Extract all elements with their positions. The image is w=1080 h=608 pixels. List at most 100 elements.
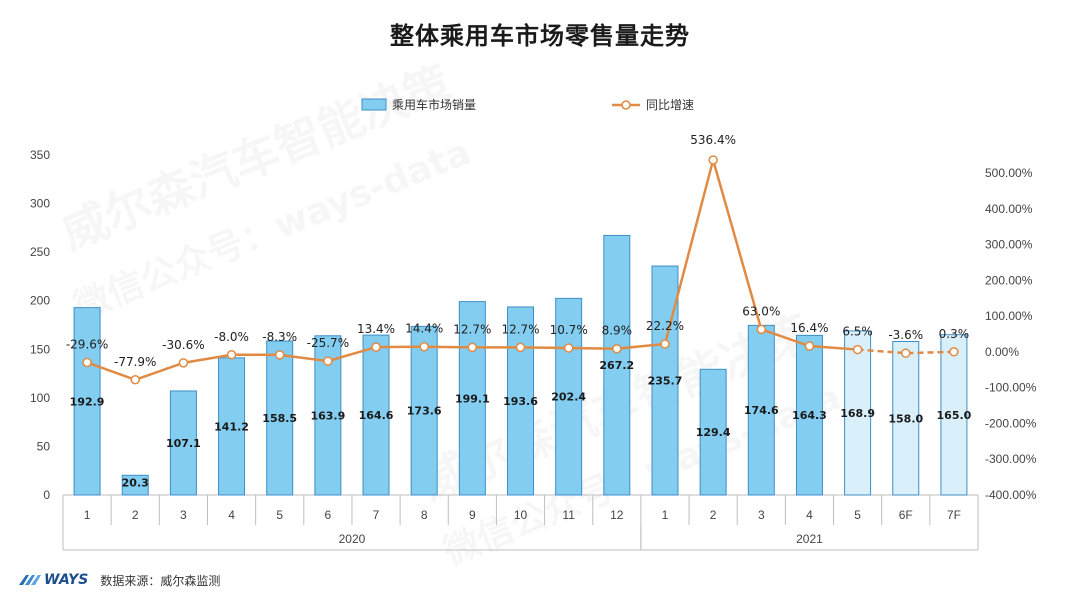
growth-value-label: 13.4% — [357, 322, 395, 336]
bar-value-label: 158.0 — [888, 412, 923, 425]
ways-logo-icon — [19, 575, 41, 585]
bar-value-label: 165.0 — [937, 409, 972, 422]
y-right-tick-label: -300.00% — [985, 452, 1037, 466]
bar — [362, 334, 390, 496]
bar — [844, 330, 872, 496]
bar-value-label: 267.2 — [599, 359, 634, 372]
growth-point — [901, 348, 911, 358]
bar — [603, 234, 631, 496]
bar — [458, 301, 486, 496]
growth-point — [612, 343, 622, 354]
bar — [266, 340, 294, 496]
growth-point — [323, 356, 333, 366]
footer: WAYS 数据来源：威尔森监测 — [18, 570, 220, 590]
growth-value-label: 63.0% — [742, 304, 780, 318]
axes: 0 50 100 150 200 250 300 350 -400.00% -300.00% -20… — [30, 148, 1037, 551]
bar-value-label: 193.6 — [503, 395, 538, 408]
x-tick-label: 11 — [562, 508, 575, 522]
growth-point — [515, 342, 526, 353]
bar-value-label: 192.9 — [70, 395, 105, 408]
growth-value-label: 0.3% — [939, 327, 970, 341]
legend: 乘用车市场销量 同比增速 — [361, 97, 694, 112]
x-tick-label: 1 — [84, 508, 91, 522]
y-right-tick-label: -400.00% — [985, 488, 1037, 502]
x-tick-label: 5 — [276, 508, 283, 522]
bar — [795, 334, 823, 496]
bar-value-label: 20.3 — [122, 476, 149, 489]
growth-value-label: 12.7% — [501, 322, 539, 336]
bar-value-label: 164.6 — [359, 409, 394, 422]
y-right-tick-label: 200.00% — [985, 273, 1033, 287]
x-tick-label: 8 — [421, 508, 428, 522]
y-left-tick-label: 300 — [30, 197, 50, 211]
x-tick-label: 3 — [758, 508, 765, 522]
growth-value-label: 536.4% — [690, 133, 736, 147]
x-tick-label: 7F — [947, 508, 961, 522]
y-left-tick-label: 150 — [30, 342, 50, 356]
y-left-tick-label: 250 — [30, 245, 50, 259]
growth-value-label: -29.6% — [66, 337, 108, 351]
bar — [892, 341, 920, 496]
growth-point — [852, 344, 863, 355]
chart-title: 整体乘用车市场零售量走势 — [390, 22, 690, 50]
growth-point — [804, 341, 815, 351]
x-group-label: 2020 — [339, 532, 366, 546]
bar — [121, 474, 149, 496]
y-left-tick-label: 50 — [37, 439, 51, 453]
x-tick-label: 12 — [610, 508, 624, 522]
x-tick-label: 3 — [180, 508, 187, 522]
growth-line-forecast — [857, 348, 954, 355]
y-left-tick-label: 100 — [30, 391, 50, 405]
y-right-tick-label: 500.00% — [985, 166, 1033, 180]
growth-point — [178, 358, 189, 368]
bar-value-label: 107.1 — [166, 437, 201, 450]
x-tick-label: 7 — [373, 508, 380, 522]
bar — [410, 325, 438, 496]
line-series — [82, 155, 959, 385]
x-tick-label: 1 — [662, 508, 669, 522]
growth-value-label: 14.4% — [405, 322, 443, 336]
y-right-tick-label: 100.00% — [985, 309, 1033, 323]
growth-point — [82, 357, 92, 368]
bar — [169, 390, 197, 496]
bar — [73, 307, 101, 496]
data-labels: 192.9 20.3 107.1 141.2 158.5 163.9 164.6 173.6 1… — [66, 133, 972, 489]
legend-line-label: 同比增速 — [646, 98, 694, 112]
growth-value-label: -77.9% — [114, 355, 156, 369]
legend-bar-label: 乘用车市场销量 — [392, 97, 476, 112]
bar — [218, 357, 246, 496]
growth-value-label: 6.5% — [842, 325, 873, 339]
growth-point — [660, 339, 670, 349]
growth-point — [708, 155, 718, 165]
growth-point — [274, 350, 285, 360]
growth-value-label: 10.7% — [550, 323, 588, 337]
ways-logo: WAYS — [18, 572, 88, 588]
bar-value-label: 141.2 — [214, 420, 249, 433]
y-left-tick-label: 0 — [43, 488, 50, 502]
bar-value-label: 235.7 — [648, 375, 683, 388]
growth-point — [419, 341, 429, 352]
bar-value-label: 199.1 — [455, 392, 490, 405]
bar-value-label: 158.5 — [262, 412, 297, 425]
growth-point — [563, 343, 574, 353]
x-tick-label: 10 — [514, 508, 528, 522]
x-group-label: 2021 — [796, 532, 823, 546]
legend-line-marker — [621, 100, 631, 110]
bar-value-label: 129.4 — [696, 426, 731, 439]
bar-value-label: 173.6 — [407, 405, 442, 418]
x-tick-label: 5 — [854, 508, 861, 522]
growth-point — [226, 350, 237, 360]
bar-value-label: 163.9 — [310, 409, 345, 422]
x-tick-label: 2 — [710, 508, 717, 522]
growth-point — [756, 324, 767, 335]
y-right-tick-label: -200.00% — [985, 416, 1037, 430]
ways-logo-text: WAYS — [44, 572, 89, 588]
bar — [507, 306, 534, 496]
growth-value-label: -8.0% — [214, 330, 249, 344]
x-tick-label: 9 — [469, 508, 476, 522]
x-tick-label: 4 — [228, 508, 235, 522]
y-right-tick-label: 400.00% — [985, 202, 1033, 216]
bar — [651, 265, 679, 496]
x-tick-label: 6 — [325, 508, 332, 522]
x-tick-label: 2 — [132, 508, 139, 522]
